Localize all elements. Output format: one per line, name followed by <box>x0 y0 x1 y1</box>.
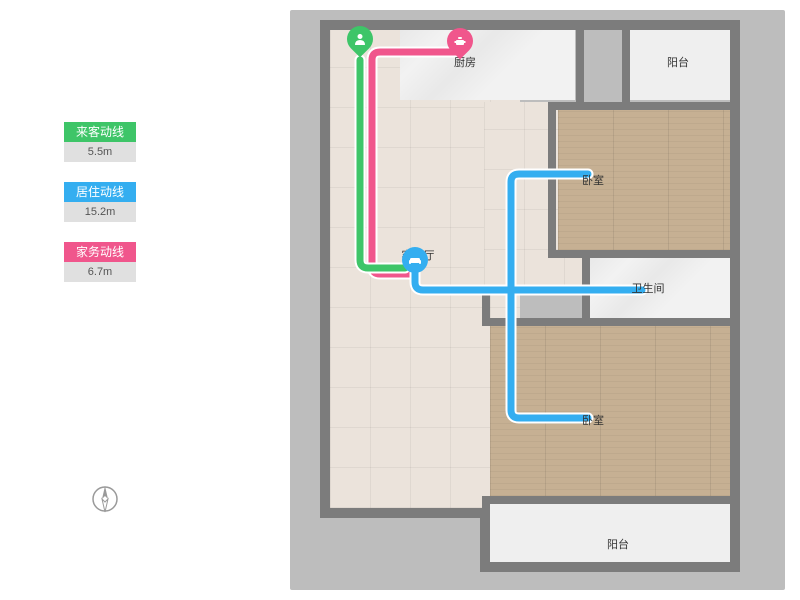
room-balcony2 <box>490 504 738 562</box>
wall-segment <box>582 258 590 318</box>
legend-value-living: 15.2m <box>64 202 136 222</box>
wall-segment <box>622 30 630 106</box>
wall-segment <box>482 496 490 568</box>
label-bedroom1: 卧室 <box>582 172 604 188</box>
marker-person-icon <box>347 26 373 60</box>
wall-segment <box>576 30 584 106</box>
wall-segment <box>320 20 330 518</box>
wall-segment <box>548 102 556 250</box>
label-bedroom2: 卧室 <box>582 412 604 428</box>
marker-pot-icon <box>447 28 473 62</box>
wall-segment <box>482 290 490 326</box>
wall-segment <box>548 250 740 258</box>
legend-value-guest: 5.5m <box>64 142 136 162</box>
wall-segment <box>480 562 740 572</box>
legend-item-house: 家务动线 6.7m <box>64 242 136 282</box>
room-bedroom2 <box>490 326 738 496</box>
legend-item-guest: 来客动线 5.5m <box>64 122 136 162</box>
label-balcony1: 阳台 <box>667 54 689 70</box>
wall-segment <box>320 508 490 518</box>
legend-label-living: 居住动线 <box>64 182 136 202</box>
legend-label-guest: 来客动线 <box>64 122 136 142</box>
floorplan: 厨房 客餐厅 阳台 卧室 卫生间 卧室 阳台 <box>290 10 785 590</box>
wall-segment <box>482 496 740 504</box>
room-kitchen <box>400 30 575 100</box>
compass-icon <box>90 484 120 514</box>
label-bathroom: 卫生间 <box>632 280 665 296</box>
label-balcony2: 阳台 <box>607 536 629 552</box>
legend-label-house: 家务动线 <box>64 242 136 262</box>
wall-segment <box>482 318 740 326</box>
wall-segment <box>320 20 740 30</box>
legend-value-house: 6.7m <box>64 262 136 282</box>
legend-item-living: 居住动线 15.2m <box>64 182 136 222</box>
marker-sofa-icon <box>402 247 428 273</box>
legend: 来客动线 5.5m 居住动线 15.2m 家务动线 6.7m <box>64 122 136 302</box>
